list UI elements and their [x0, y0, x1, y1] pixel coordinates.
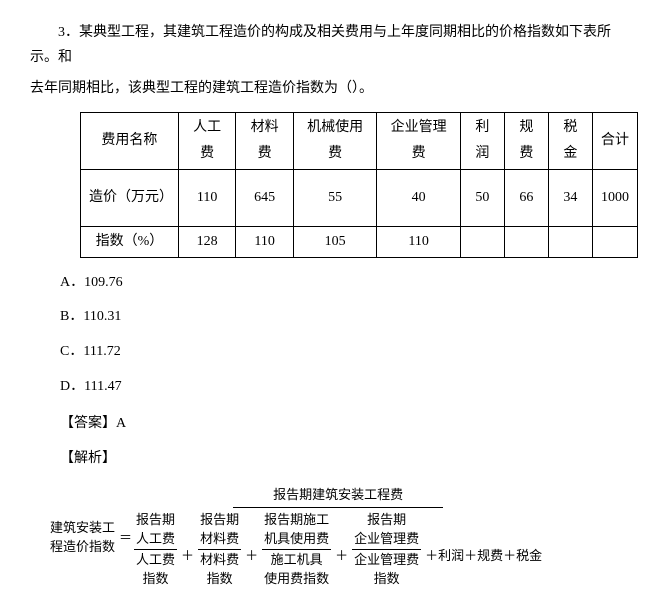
- t2-top2: 材料费: [198, 529, 241, 550]
- t3-bot2: 使用费指数: [264, 569, 329, 589]
- plus-icon: ＋: [335, 533, 348, 565]
- t3-bot1: 施工机具: [269, 550, 325, 570]
- t3-top1: 报告期施工: [264, 510, 329, 530]
- option-c: C．111.72: [60, 337, 638, 368]
- th-profit: 利润: [460, 112, 504, 169]
- option-a: A．109.76: [60, 268, 638, 299]
- t1-top2: 人工费: [134, 529, 177, 550]
- lhs-line1: 建筑安装工: [50, 518, 115, 538]
- cell: [548, 226, 592, 257]
- option-b: B．110.31: [60, 302, 638, 333]
- th-manage: 企业管理费: [377, 112, 461, 169]
- t2-bot2: 指数: [207, 569, 233, 589]
- analysis-label: 【解析】: [60, 444, 638, 475]
- t2-bot1: 材料费: [198, 550, 241, 570]
- numerator: 报告期建筑安装工程费: [233, 486, 443, 507]
- t4-top1: 报告期: [367, 510, 406, 530]
- th-fee: 规费: [504, 112, 548, 169]
- lhs-line2: 程造价指数: [50, 537, 115, 557]
- t1-bot2: 指数: [143, 569, 169, 589]
- denominator: 报告期 人工费 人工费 指数 ＋ 报告期 材料费 材料费 指数 ＋ 报告期施工 …: [134, 508, 542, 589]
- equals-sign: ＝: [119, 526, 132, 549]
- formula: 建筑安装工 程造价指数 ＝ 报告期建筑安装工程费 报告期 人工费 人工费 指数 …: [50, 486, 638, 588]
- table-row: 造价（万元） 110 645 55 40 50 66 34 1000: [81, 169, 638, 226]
- cell: [460, 226, 504, 257]
- cell: 110: [236, 226, 294, 257]
- denom-term-3: 报告期施工 机具使用费 施工机具 使用费指数: [262, 510, 331, 589]
- th-material: 材料费: [236, 112, 294, 169]
- cell: 40: [377, 169, 461, 226]
- cell: 110: [178, 169, 236, 226]
- t1-bot1: 人工费: [134, 550, 177, 570]
- th-name: 费用名称: [81, 112, 179, 169]
- formula-rhs: 报告期建筑安装工程费 报告期 人工费 人工费 指数 ＋ 报告期 材料费 材料费 …: [134, 486, 542, 588]
- question-text-1: 某典型工程，其建筑工程造价的构成及相关费用与上年度同期相比的价格指数如下表所示。…: [30, 25, 611, 65]
- cell: 1000: [592, 169, 637, 226]
- t4-top2: 企业管理费: [352, 529, 421, 550]
- plus-icon: ＋: [245, 533, 258, 565]
- cost-table: 费用名称 人工费 材料费 机械使用费 企业管理费 利润 规费 税金 合计 造价（…: [80, 112, 638, 258]
- question-line-1: 3．某典型工程，其建筑工程造价的构成及相关费用与上年度同期相比的价格指数如下表所…: [30, 20, 638, 70]
- denom-term-2: 报告期 材料费 材料费 指数: [198, 510, 241, 589]
- denom-tail: ＋利润＋规费＋税金: [425, 533, 542, 565]
- cell: 66: [504, 169, 548, 226]
- th-tax: 税金: [548, 112, 592, 169]
- th-labor: 人工费: [178, 112, 236, 169]
- t4-bot1: 企业管理费: [352, 550, 421, 570]
- cell: 105: [293, 226, 377, 257]
- t2-top1: 报告期: [200, 510, 239, 530]
- question-line-2: 去年同期相比，该典型工程的建筑工程造价指数为（）。: [30, 76, 638, 101]
- option-d: D．111.47: [60, 372, 638, 403]
- cell: 34: [548, 169, 592, 226]
- table-header-row: 费用名称 人工费 材料费 机械使用费 企业管理费 利润 规费 税金 合计: [81, 112, 638, 169]
- cell: 645: [236, 169, 294, 226]
- cell: [504, 226, 548, 257]
- cell: 128: [178, 226, 236, 257]
- t4-bot2: 指数: [374, 569, 400, 589]
- denom-term-4: 报告期 企业管理费 企业管理费 指数: [352, 510, 421, 589]
- cell: 50: [460, 169, 504, 226]
- cell: 55: [293, 169, 377, 226]
- th-total: 合计: [592, 112, 637, 169]
- question-number: 3．: [58, 25, 79, 40]
- cell: [592, 226, 637, 257]
- denom-term-1: 报告期 人工费 人工费 指数: [134, 510, 177, 589]
- table-row: 指数（%） 128 110 105 110: [81, 226, 638, 257]
- t1-top1: 报告期: [136, 510, 175, 530]
- th-machine: 机械使用费: [293, 112, 377, 169]
- row1-label: 造价（万元）: [81, 169, 179, 226]
- formula-lhs: 建筑安装工 程造价指数: [50, 518, 115, 557]
- t3-top2: 机具使用费: [262, 529, 331, 550]
- cell: 110: [377, 226, 461, 257]
- row2-label: 指数（%）: [81, 226, 179, 257]
- plus-icon: ＋: [181, 533, 194, 565]
- answer-label: 【答案】A: [60, 409, 638, 440]
